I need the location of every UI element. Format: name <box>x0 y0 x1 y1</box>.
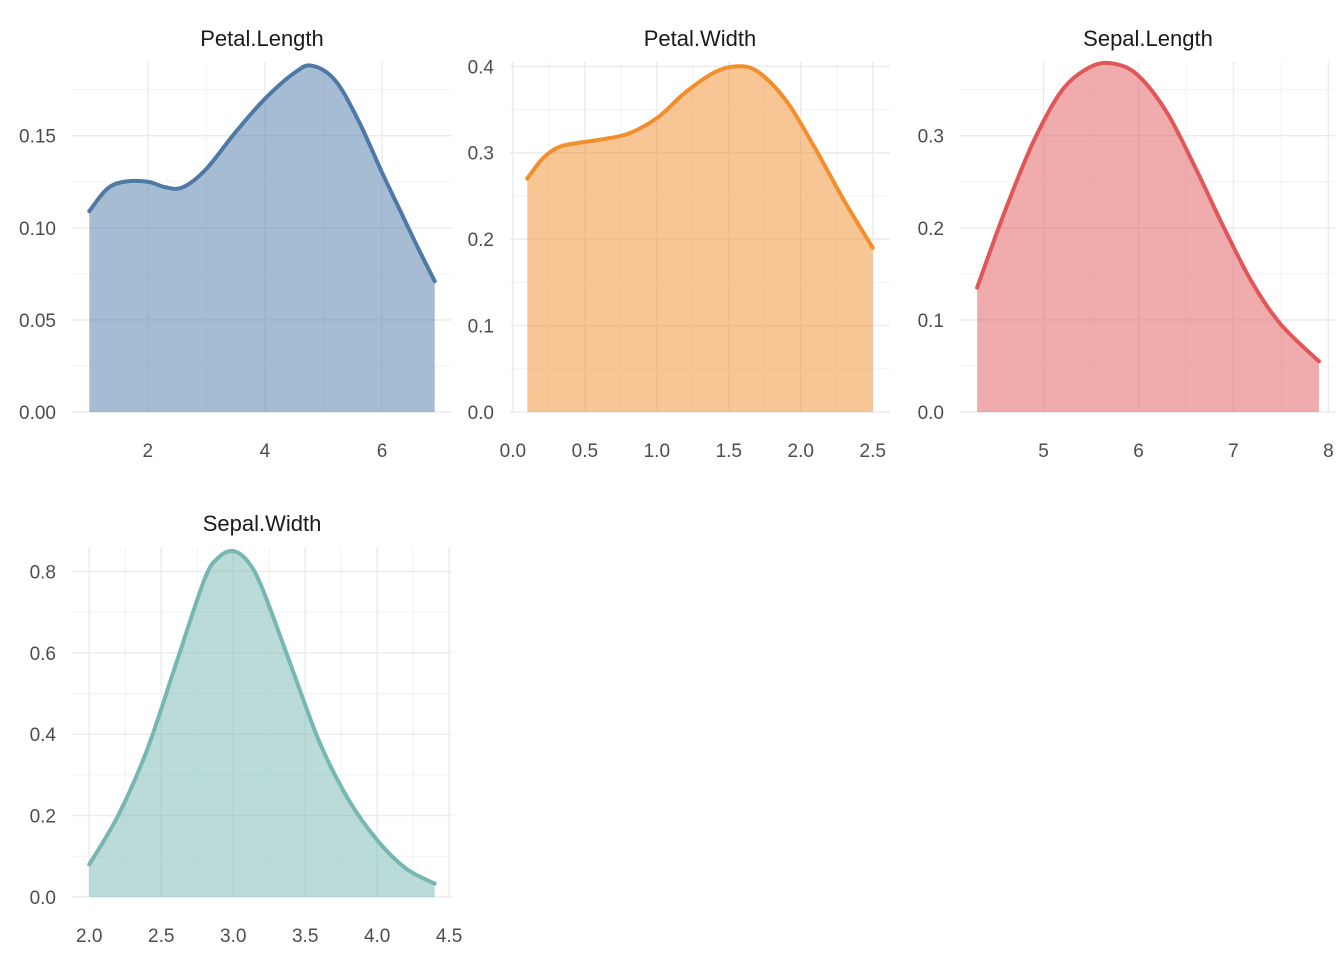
density-panel-sepal-length: Sepal.Length 5 6 7 8 0.0 0.1 0.2 0.3 <box>896 20 1344 462</box>
y-tick-label: 0.2 <box>468 230 494 251</box>
y-tick-label: 0.0 <box>468 403 494 424</box>
x-tick-label: 2.0 <box>788 441 814 462</box>
x-tick-label: 2 <box>143 441 154 462</box>
x-tick-label: 6 <box>1133 441 1144 462</box>
density-area <box>977 62 1319 412</box>
y-tick-label: 0.05 <box>19 311 56 332</box>
x-tick-label: 0.5 <box>572 441 598 462</box>
x-tick-label: 7 <box>1228 441 1239 462</box>
x-tick-label: 6 <box>377 441 388 462</box>
x-tick-label: 1.0 <box>644 441 670 462</box>
density-curve <box>975 60 1321 364</box>
y-tick-label: 0.00 <box>19 403 56 424</box>
x-tick-label: 0.0 <box>500 441 526 462</box>
panel-title: Petal.Length <box>200 26 324 51</box>
y-tick-label: 0.3 <box>918 127 944 148</box>
y-tick-label: 0.3 <box>468 144 494 165</box>
y-tick-label: 0.0 <box>30 888 56 909</box>
panel-title: Sepal.Length <box>1083 26 1213 51</box>
density-panel-sepal-width: Sepal.Width 2.0 2.5 3.0 3.5 4.0 4.5 0.0 0.2 0.4 0.… <box>0 505 463 947</box>
density-panel-petal-width: Petal.Width 0.0 0.5 1.0 1.5 2.0 2.5 0.0 0.1 0.2 0.… <box>448 20 896 462</box>
density-plot-svg: Petal.Length 2 4 6 0.00 0.05 0.10 0.15 <box>19 26 452 462</box>
x-tick-label: 2.5 <box>860 441 886 462</box>
x-tick-label: 8 <box>1323 441 1334 462</box>
y-tick-label: 0.2 <box>30 807 56 828</box>
density-plot-svg: Sepal.Length 5 6 7 8 0.0 0.1 0.2 0.3 <box>918 26 1336 462</box>
density-area <box>89 65 435 412</box>
x-tick-label: 4.5 <box>436 926 462 947</box>
y-tick-label: 0.6 <box>30 644 56 665</box>
y-tick-label: 0.1 <box>918 311 944 332</box>
density-curve <box>87 63 437 284</box>
density-curve <box>525 64 875 250</box>
density-curve <box>87 548 437 886</box>
y-tick-label: 0.2 <box>918 219 944 240</box>
density-plot-svg: Sepal.Width 2.0 2.5 3.0 3.5 4.0 4.5 0.0 0.2 0.4 0.… <box>30 511 463 947</box>
density-area <box>527 66 873 412</box>
y-tick-label: 0.15 <box>19 127 56 148</box>
y-tick-label: 0.4 <box>468 57 495 78</box>
y-tick-label: 0.8 <box>30 562 56 583</box>
x-tick-label: 4 <box>260 441 271 462</box>
density-panel-petal-length: Petal.Length 2 4 6 0.00 0.05 0.10 0.15 <box>0 20 452 462</box>
y-tick-label: 0.10 <box>19 219 56 240</box>
x-tick-label: 4.0 <box>364 926 390 947</box>
density-area <box>89 550 435 897</box>
y-tick-label: 0.0 <box>918 403 944 424</box>
panel-title: Sepal.Width <box>203 511 322 536</box>
x-tick-label: 2.0 <box>76 926 102 947</box>
y-tick-label: 0.1 <box>468 317 494 338</box>
x-tick-label: 3.0 <box>220 926 246 947</box>
x-tick-label: 3.5 <box>292 926 318 947</box>
density-plot-svg: Petal.Width 0.0 0.5 1.0 1.5 2.0 2.5 0.0 0.1 0.2 0.… <box>468 26 890 462</box>
panel-title: Petal.Width <box>644 26 757 51</box>
x-tick-label: 2.5 <box>148 926 174 947</box>
x-tick-label: 5 <box>1038 441 1049 462</box>
y-tick-label: 0.4 <box>30 725 57 746</box>
x-tick-label: 1.5 <box>716 441 742 462</box>
